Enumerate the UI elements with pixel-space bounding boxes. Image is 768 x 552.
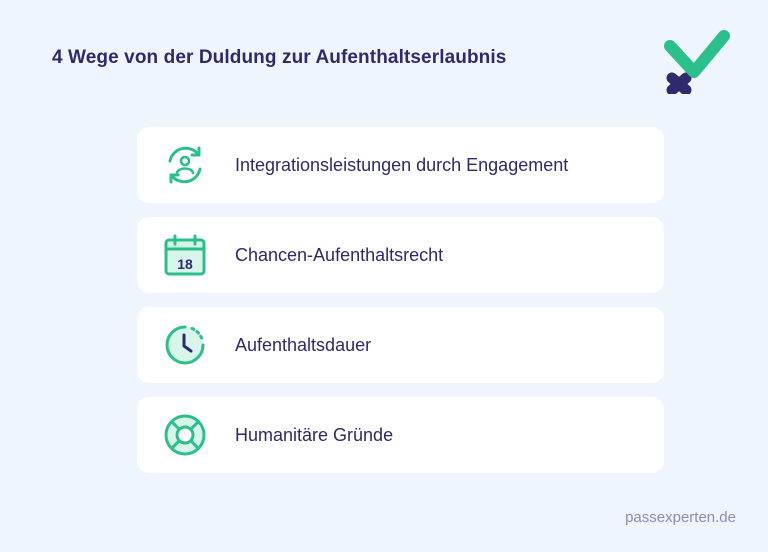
list-item-label: Humanitäre Gründe [235,424,394,445]
list-item: 18 Chancen-Aufenthaltsrecht [137,217,664,293]
person-cycle-icon [163,143,207,187]
footer-site: passexperten.de [625,509,736,526]
list-item-label: Aufenthaltsdauer [235,334,372,355]
calendar-icon: 18 [163,233,207,277]
list-item: Humanitäre Gründe [137,397,664,473]
list-item-label: Integrationsleistungen durch Engagement [235,154,569,175]
lifebuoy-icon [163,413,207,457]
ways-list: Integrationsleistungen durch Engagement … [137,127,664,487]
check-cross-logo [664,30,730,94]
clock-icon [163,323,207,367]
calendar-day-text: 18 [177,256,193,272]
list-item: Aufenthaltsdauer [137,307,664,383]
page-title: 4 Wege von der Duldung zur Aufenthaltser… [52,47,507,68]
list-item: Integrationsleistungen durch Engagement [137,127,664,203]
list-item-label: Chancen-Aufenthaltsrecht [235,244,444,265]
